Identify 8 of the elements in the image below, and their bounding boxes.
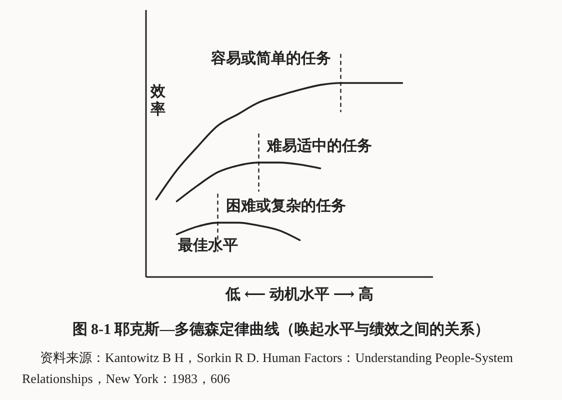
- y-axis-title: 效率: [150, 83, 166, 118]
- text: 资料来源：Kantowitz B H，Sorkin R D. Human Factors：Understanding People-System Relationships，New York：1983，606: [22, 350, 514, 386]
- x-axis-title: 低 ⟵ 动机水平 ⟶ 高: [224, 285, 374, 303]
- series-label: 难易适中的任务: [266, 138, 372, 155]
- series-label: 困难或复杂的任务: [226, 198, 346, 215]
- series-label: 容易或简单的任务: [210, 49, 331, 67]
- text: 图 8-1 耶克斯—多德森定律曲线（唤起水平与绩效之间的关系）: [72, 320, 490, 338]
- annotation: 最佳水平: [176, 237, 238, 254]
